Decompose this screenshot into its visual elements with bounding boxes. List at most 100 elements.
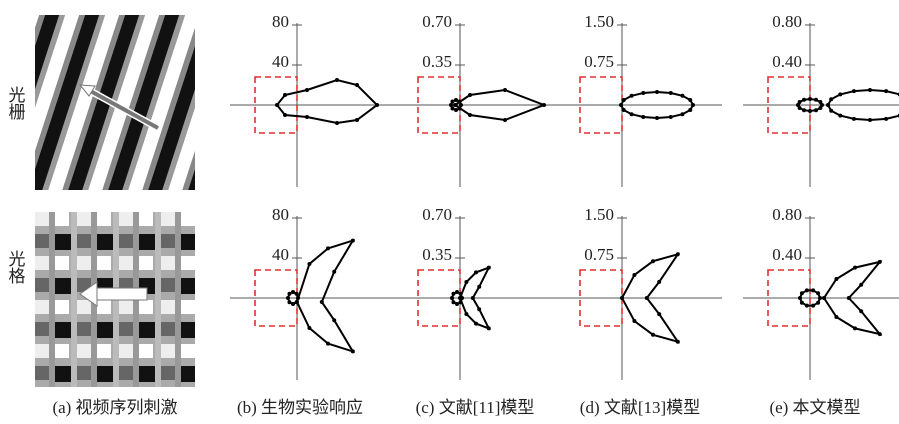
response-point (691, 103, 695, 107)
response-point (811, 288, 815, 292)
response-point (878, 260, 882, 264)
response-point (458, 107, 462, 111)
response-point (859, 309, 863, 313)
response-point (287, 300, 291, 304)
tick-label: 1.50 (584, 12, 614, 31)
response-point (487, 326, 491, 330)
response-point (798, 100, 802, 104)
response-point (335, 78, 339, 82)
response-point (326, 342, 330, 346)
response-point (641, 91, 645, 95)
response-point (291, 302, 295, 306)
response-point (355, 118, 359, 122)
response-point (798, 296, 802, 300)
response-point (651, 259, 655, 263)
response-point (814, 108, 818, 112)
response-point (451, 292, 455, 296)
tick-label: 80 (272, 205, 289, 224)
row-label: 光栅 (6, 86, 26, 120)
tick-label: 0.35 (422, 245, 452, 264)
response-point (818, 100, 822, 104)
response-point (454, 108, 458, 112)
response-point (834, 277, 838, 281)
row-label: 光格 (6, 250, 26, 284)
response-point (680, 112, 684, 116)
caption: (a) 视频序列刺激 (52, 398, 177, 417)
response-point (802, 98, 806, 102)
response-point (834, 315, 838, 319)
response-point (853, 326, 857, 330)
response-point (884, 117, 888, 121)
response-point (818, 106, 822, 110)
caption: (c) 文献[11]模型 (416, 398, 535, 417)
response-point (455, 302, 459, 306)
response-point (838, 92, 842, 96)
response-point (332, 318, 336, 322)
response-point (283, 93, 287, 97)
tick-label: 0.40 (772, 245, 802, 264)
response-point (847, 296, 851, 300)
response-point (477, 285, 481, 289)
response-point (542, 103, 546, 107)
response-point (655, 90, 659, 94)
response-point (474, 270, 478, 274)
response-point (859, 283, 863, 287)
response-point (450, 296, 454, 300)
response-point (464, 312, 468, 316)
response-point (829, 97, 833, 101)
response-point (822, 296, 826, 300)
response-point (645, 296, 649, 300)
tick-label: 0.80 (772, 205, 802, 224)
arrow (95, 288, 147, 300)
tick-label: 80 (272, 12, 289, 31)
response-point (657, 280, 661, 284)
response-point (688, 108, 692, 112)
tick-label: 0.75 (584, 52, 614, 71)
response-point (332, 270, 336, 274)
response-point (355, 83, 359, 87)
response-point (805, 288, 809, 292)
response-point (853, 266, 857, 270)
response-point (657, 312, 661, 316)
response-point (320, 300, 324, 304)
response-point (868, 118, 872, 122)
response-point (878, 332, 882, 336)
response-point (632, 319, 636, 323)
response-point (680, 94, 684, 98)
response-point (305, 115, 309, 119)
response-point (460, 296, 464, 300)
response-point (287, 292, 291, 296)
response-point (296, 296, 300, 300)
response-point (632, 273, 636, 277)
response-point (326, 246, 330, 250)
response-point (826, 103, 830, 107)
response-point (676, 252, 680, 256)
response-point (829, 109, 833, 113)
tick-label: 0.70 (422, 12, 452, 31)
response-point (477, 307, 481, 311)
response-point (295, 292, 299, 296)
response-point (802, 108, 806, 112)
response-point (503, 88, 507, 92)
caption: (d) 文献[13]模型 (580, 398, 700, 417)
response-point (283, 113, 287, 117)
response-point (655, 116, 659, 120)
response-point (305, 88, 309, 92)
response-point (459, 300, 463, 304)
response-point (622, 108, 626, 112)
response-point (868, 88, 872, 92)
response-point (453, 103, 457, 107)
response-point (451, 300, 455, 304)
response-point (459, 292, 463, 296)
response-point (676, 340, 680, 344)
response-point (669, 115, 673, 119)
tick-label: 0.80 (772, 12, 802, 31)
response-curve (297, 241, 353, 352)
response-point (811, 304, 815, 308)
response-point (474, 322, 478, 326)
response-point (651, 333, 655, 337)
response-point (630, 112, 634, 116)
response-point (805, 304, 809, 308)
tick-label: 1.50 (584, 205, 614, 224)
response-point (471, 296, 475, 300)
